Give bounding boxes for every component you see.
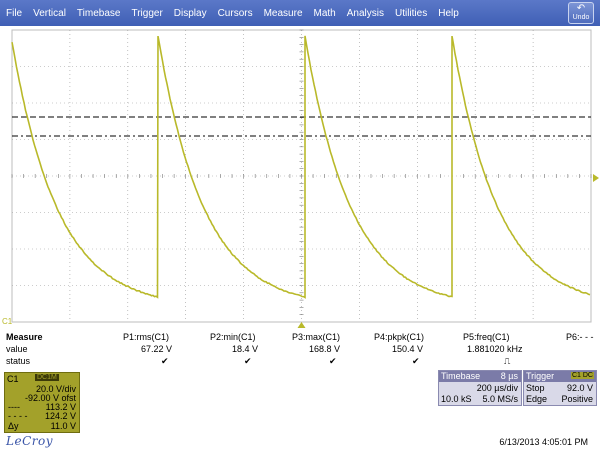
timebase-samples: 10.0 kS <box>441 394 472 404</box>
waveform-grid[interactable]: C1 <box>0 26 600 328</box>
measure-heading: Measure <box>6 332 43 342</box>
undo-icon: ↶ <box>569 4 593 14</box>
trigger-level: 92.0 V <box>567 383 593 393</box>
param-p2-value: 18.4 V <box>232 344 258 354</box>
timebase-title: Timebase <box>441 371 480 381</box>
menu-display[interactable]: Display <box>174 8 207 19</box>
menu-cursors[interactable]: Cursors <box>218 8 253 19</box>
c1-coupling-badge: DC1M <box>35 374 59 381</box>
param-p5-value: 1.881020 kHz <box>467 344 523 354</box>
menu-file[interactable]: File <box>6 8 22 19</box>
param-p6-name[interactable]: P6:- - - <box>566 332 594 342</box>
c1-delta: 11.0 V <box>51 421 76 431</box>
trigger-type: Edge <box>526 394 547 404</box>
param-p1-status-check-icon: ✔ <box>161 356 169 367</box>
trigger-title: Trigger <box>526 371 554 381</box>
menu-math[interactable]: Math <box>314 8 336 19</box>
param-p4-name[interactable]: P4:pkpk(C1) <box>374 332 424 342</box>
c1-waveform-trace <box>12 36 590 298</box>
timestamp: 6/13/2013 4:05:01 PM <box>499 437 588 447</box>
menu-measure[interactable]: Measure <box>264 8 303 19</box>
measure-value-row: value 67.22 V 18.4 V 168.8 V 150.4 V 1.8… <box>0 344 600 355</box>
menu-trigger[interactable]: Trigger <box>131 8 162 19</box>
param-p3-name[interactable]: P3:max(C1) <box>292 332 340 342</box>
undo-label: Undo <box>573 14 590 21</box>
timebase-div: 200 µs/div <box>477 383 518 393</box>
status-row-label: status <box>6 356 30 366</box>
menu-timebase[interactable]: Timebase <box>77 8 121 19</box>
trigger-source-badge: C1 DC <box>571 372 594 379</box>
menu-utilities[interactable]: Utilities <box>395 8 427 19</box>
undo-button[interactable]: ↶ Undo <box>568 2 594 24</box>
trigger-level-marker-icon <box>593 174 599 182</box>
cursor2-symbol: - - - - <box>8 411 28 421</box>
trigger-mode: Stop <box>526 383 545 393</box>
menu-help[interactable]: Help <box>438 8 459 19</box>
timebase-descriptor[interactable]: Timebase 8 µs 200 µs/div 10.0 kS 5.0 MS/… <box>438 370 522 406</box>
waveform-display[interactable]: C1 <box>0 26 600 328</box>
param-p3-status-check-icon: ✔ <box>329 356 337 367</box>
trigger-title-bar: Trigger C1 DC <box>524 371 596 382</box>
param-p2-status-check-icon: ✔ <box>244 356 252 367</box>
param-p1-name[interactable]: P1:rms(C1) <box>123 332 169 342</box>
param-p1-value: 67.22 V <box>141 344 172 354</box>
menu-vertical[interactable]: Vertical <box>33 8 66 19</box>
trigger-descriptor[interactable]: Trigger C1 DC Stop 92.0 V Edge Positive <box>523 370 597 406</box>
timebase-title-bar: Timebase 8 µs <box>439 371 521 382</box>
delta-symbol: Δy <box>8 421 19 431</box>
measure-header-row: Measure P1:rms(C1) P2:min(C1) P3:max(C1)… <box>0 332 600 343</box>
measure-table: Measure P1:rms(C1) P2:min(C1) P3:max(C1)… <box>0 332 600 370</box>
trigger-slope: Positive <box>561 394 593 404</box>
menu-analysis[interactable]: Analysis <box>347 8 384 19</box>
param-p5-name[interactable]: P5:freq(C1) <box>463 332 510 342</box>
measure-status-row: status ✔ ✔ ✔ ✔ ⎍ <box>0 356 600 367</box>
menu-bar: File Vertical Timebase Trigger Display C… <box>0 0 600 26</box>
c1-label: C1 <box>7 374 19 384</box>
c1-cursor2: 124.2 V <box>45 411 76 421</box>
param-p5-status-pulse-icon: ⎍ <box>504 356 510 367</box>
lecroy-logo: LeCroy <box>6 434 53 448</box>
value-row-label: value <box>6 344 28 354</box>
timebase-rate: 5.0 MS/s <box>482 394 518 404</box>
channel-marker-c1: C1 <box>2 317 13 326</box>
timebase-delay: 8 µs <box>501 371 518 381</box>
c1-channel-descriptor[interactable]: C1 DC1M 20.0 V/div -92.00 V ofst ---- 113… <box>4 372 80 433</box>
param-p2-name[interactable]: P2:min(C1) <box>210 332 256 342</box>
param-p3-value: 168.8 V <box>309 344 340 354</box>
trigger-position-marker-icon <box>298 322 306 328</box>
param-p4-status-check-icon: ✔ <box>412 356 420 367</box>
param-p4-value: 150.4 V <box>392 344 423 354</box>
